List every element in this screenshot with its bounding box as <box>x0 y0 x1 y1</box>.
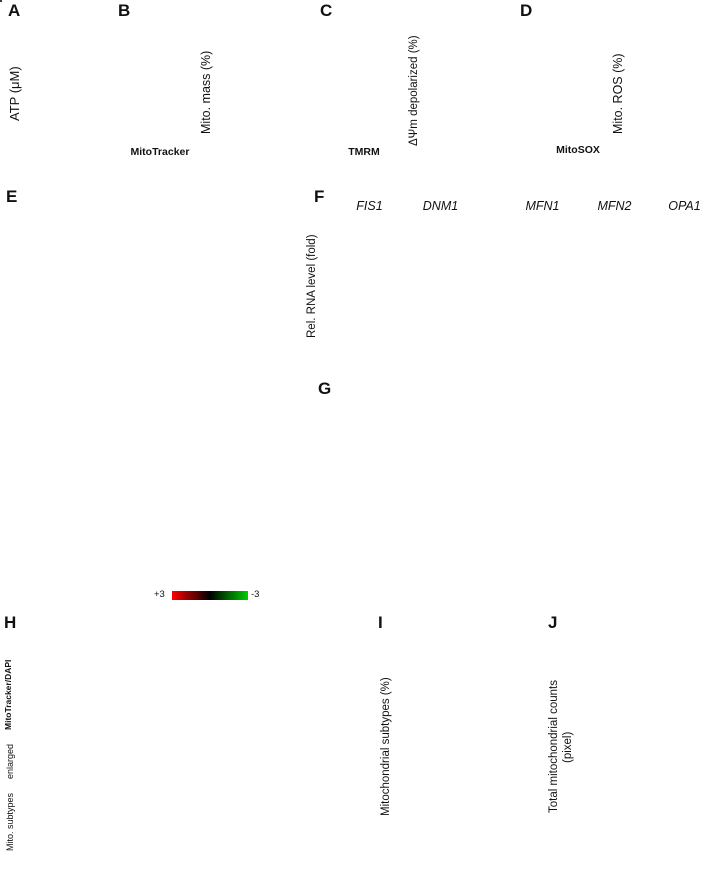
panel-f-label: F <box>314 187 325 206</box>
panel-b-ylabel: Mito. mass (%) <box>199 50 213 134</box>
panel-c-ylabel: ΔΨm depolarized (%) <box>408 35 420 147</box>
panel-a-label: A <box>8 1 21 20</box>
panel-b-marker-label: MitoTracker <box>130 146 190 158</box>
heatmap-scale-min: -3 <box>251 589 260 600</box>
panel-g-label: G <box>318 379 332 398</box>
panel-j-ylabel-line1: Total mitochondrial counts <box>548 680 560 814</box>
panel-j-chart <box>0 0 2 2</box>
panel-i-label: I <box>378 613 383 632</box>
panel-j-label: J <box>548 613 558 632</box>
panel-h-rowlabel-enlarged: enlarged <box>5 743 15 779</box>
gene-title-dnm1: DNM1 <box>422 199 459 213</box>
heatmap-colorbar <box>172 591 248 600</box>
panel-i-ylabel: Mitochondrial subtypes (%) <box>380 677 392 817</box>
panel-b-label: B <box>118 1 131 20</box>
gene-title-mfn2: MFN2 <box>597 199 632 213</box>
panel-c-label: C <box>320 1 333 20</box>
panel-f-ylabel: Rel. RNA level (fold) <box>306 234 318 338</box>
panel-j-ylabel-line2: (pixel) <box>562 731 574 763</box>
panel-d-ylabel: Mito. ROS (%) <box>611 53 625 135</box>
panel-h-rowlabel-main: MitoTracker/DAPI <box>3 652 13 738</box>
panel-c-marker-label: TMRM <box>348 146 380 158</box>
panel-d-label: D <box>520 1 533 20</box>
gene-title-mfn1: MFN1 <box>525 199 560 213</box>
panel-e-label: E <box>6 187 18 206</box>
gene-title-opa1: OPA1 <box>668 199 701 213</box>
dapi-text: /DAPI <box>3 659 13 683</box>
gene-title-fis1: FIS1 <box>356 199 383 213</box>
panel-h-rowlabel-subtypes: Mito. subtypes <box>5 792 15 852</box>
panel-d-marker-label: MitoSOX <box>556 144 600 156</box>
panel-h-label: H <box>4 613 17 632</box>
panel-a-ylabel: ATP (μM) <box>7 66 22 122</box>
mitotracker-text: MitoTracker <box>3 682 13 731</box>
heatmap-scale-max: +3 <box>154 589 165 600</box>
